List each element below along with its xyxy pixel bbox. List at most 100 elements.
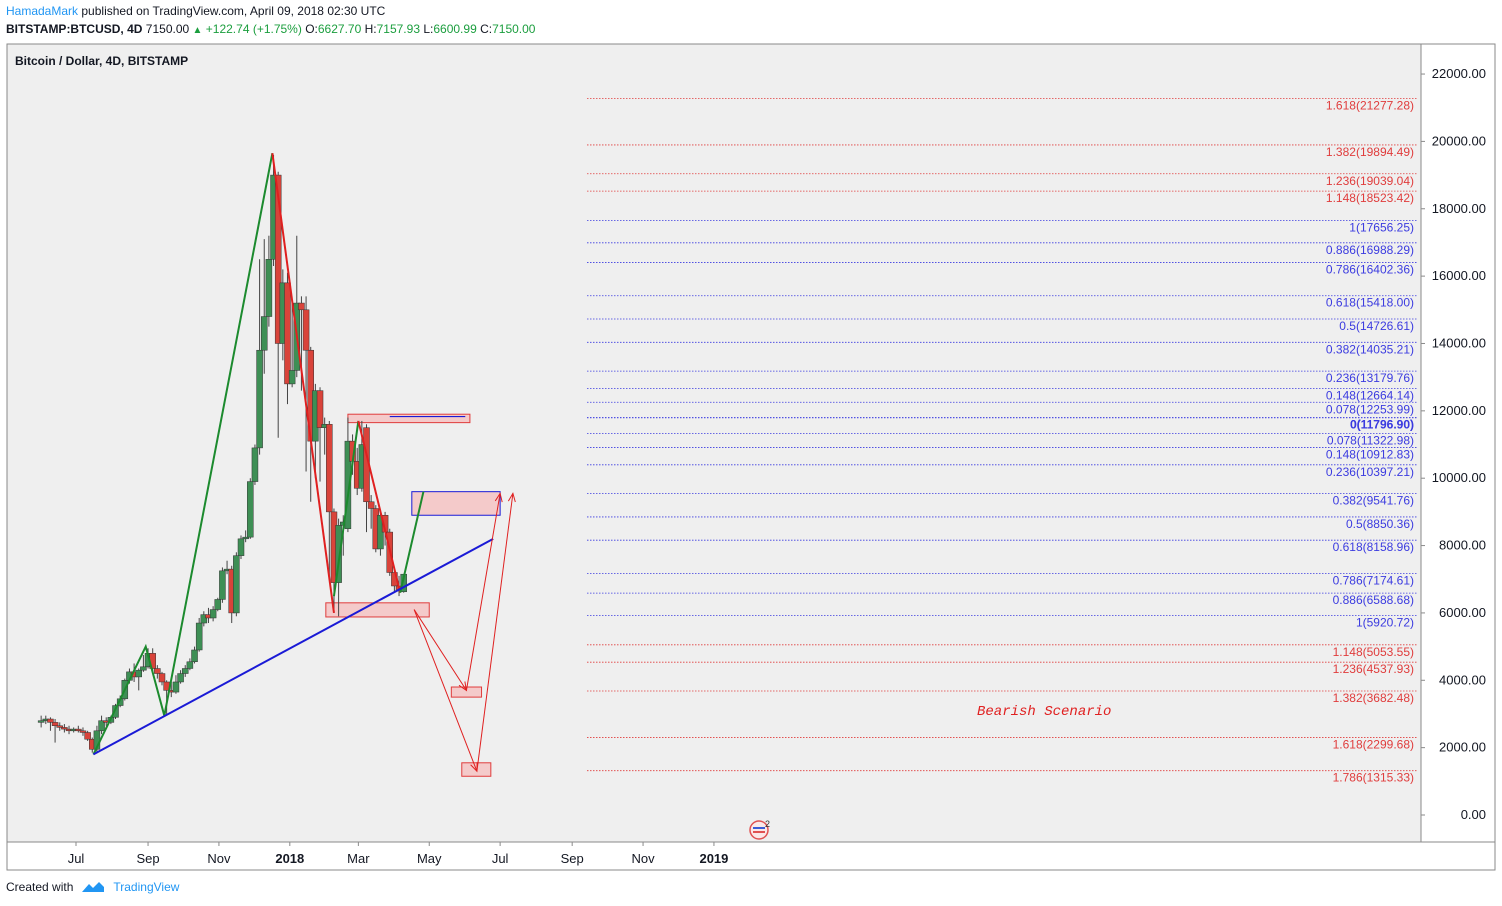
y-tick-label: 4000.00 (1439, 672, 1486, 687)
candle-down[interactable] (274, 174, 282, 344)
fib-level-label: 0.786(16402.36) (1326, 263, 1414, 277)
flag-icon[interactable] (749, 820, 769, 840)
y-tick-label: 16000.00 (1432, 268, 1486, 283)
candle-up[interactable] (191, 649, 198, 663)
x-axis-panel[interactable] (6, 841, 1496, 871)
candle-down[interactable] (61, 727, 68, 730)
x-tick-label: Sep (136, 851, 159, 866)
candle-up[interactable] (214, 599, 222, 610)
fib-level-label: 1.618(2299.68) (1333, 738, 1414, 752)
candle-down[interactable] (51, 722, 59, 726)
candle-up[interactable] (233, 555, 240, 614)
candle-up[interactable] (177, 673, 184, 683)
open-label: O: (305, 22, 318, 36)
fib-level-label: 0.5(14726.61) (1339, 319, 1414, 333)
candle-up[interactable] (98, 720, 105, 732)
tradingview-link[interactable]: TradingView (113, 880, 180, 894)
event-badge[interactable]: 2 (749, 819, 770, 840)
candle-up[interactable] (186, 661, 194, 669)
candle-down[interactable] (302, 309, 310, 351)
candle-up[interactable] (237, 538, 245, 556)
y-tick-label: 12000.00 (1432, 403, 1486, 418)
candle-down[interactable] (79, 730, 87, 733)
up-triangle-icon: ▲ (192, 25, 203, 36)
candle-down[interactable] (326, 424, 333, 513)
x-tick-label: Sep (561, 851, 584, 866)
candle-up[interactable] (135, 669, 142, 678)
candle-up[interactable] (209, 609, 217, 619)
y-tick-label: 14000.00 (1432, 335, 1486, 350)
candle-up[interactable] (172, 681, 180, 693)
y-axis-panel[interactable] (1420, 43, 1496, 843)
arrow-head (494, 492, 503, 503)
publish-header: HamadaMark published on TradingView.com,… (6, 4, 385, 18)
candle-up[interactable] (195, 622, 203, 651)
fib-level-label: 0(11796.90) (1350, 418, 1414, 432)
candle-up[interactable] (288, 370, 296, 385)
low-label: L: (423, 22, 434, 36)
candle-up[interactable] (251, 447, 259, 482)
y-tick-label: 22000.00 (1432, 66, 1486, 81)
arrow-head (507, 492, 516, 503)
candle-up[interactable] (37, 720, 45, 723)
candle-down[interactable] (75, 728, 82, 732)
candle-up[interactable] (181, 668, 189, 674)
ohlc-header: BITSTAMP:BTCUSD, 4D 7150.00 ▲ +122.74 (+… (6, 22, 535, 36)
y-tick-label: 18000.00 (1432, 201, 1486, 216)
fib-level-label: 0.886(16988.29) (1326, 243, 1414, 257)
fib-level-label: 1.148(18523.42) (1326, 191, 1414, 205)
fib-level-label: 1.236(4537.93) (1333, 662, 1414, 676)
candle-up[interactable] (260, 316, 268, 351)
candle-down[interactable] (316, 390, 324, 428)
candle-up[interactable] (265, 259, 273, 317)
candle-down[interactable] (367, 501, 375, 509)
fib-level-label: 0(11796.90) (1350, 418, 1414, 432)
close-label: C: (480, 22, 493, 36)
candle-up[interactable] (256, 349, 263, 449)
candle-down[interactable] (284, 282, 291, 385)
fib-level-label: 0.5(8850.36) (1346, 517, 1414, 531)
candle-up[interactable] (219, 570, 226, 600)
y-tick-label: 2000.00 (1439, 740, 1486, 755)
candle-down[interactable] (84, 732, 91, 740)
candle-down[interactable] (47, 718, 54, 723)
x-tick-label: Nov (207, 851, 231, 866)
tradingview-logo-icon[interactable] (81, 880, 105, 894)
candle-up[interactable] (112, 705, 119, 718)
high-value: 7157.93 (376, 22, 420, 36)
candle-down[interactable] (154, 668, 161, 674)
candle-up[interactable] (200, 614, 208, 624)
low-value: 6600.99 (433, 22, 477, 36)
fib-level-label: 0.078(11322.98) (1327, 434, 1414, 448)
candle-up[interactable] (344, 440, 352, 529)
fib-level-label: 1.618(21277.28) (1326, 98, 1414, 112)
candle-down[interactable] (56, 725, 63, 728)
candle-down[interactable] (298, 302, 305, 311)
candle-up[interactable] (335, 525, 342, 583)
x-tick-label: Nov (631, 851, 655, 866)
x-tick-label: Jul (492, 851, 509, 866)
y-tick-label: 20000.00 (1432, 133, 1486, 148)
fib-level-label: 0.236(13179.76) (1326, 371, 1414, 385)
projection-up-line (399, 491, 425, 593)
fib-level-label: 0.382(14035.21) (1326, 342, 1414, 356)
open-value: 6627.70 (317, 22, 362, 36)
candle-up[interactable] (247, 481, 254, 538)
x-tick-label: 2018 (275, 851, 304, 866)
event-count: 2 (765, 819, 770, 829)
flag-stripe (753, 831, 765, 833)
fib-level-label: 0.148(12664.14) (1326, 388, 1414, 402)
candle-down[interactable] (158, 673, 166, 683)
author-link[interactable]: HamadaMark (6, 4, 79, 18)
plot-area[interactable] (6, 43, 1422, 843)
zigzag-up-wave-2 (332, 420, 360, 597)
fib-level-label: 0.618(15418.00) (1326, 296, 1414, 310)
zigzag-down-wave (271, 153, 335, 614)
scenario-arrow (465, 493, 501, 691)
candle-up[interactable] (140, 666, 147, 671)
candle-up[interactable] (242, 536, 249, 540)
y-tick-label: 10000.00 (1432, 470, 1486, 485)
published-text: published on TradingView.com, April 09, … (81, 4, 386, 18)
y-tick-label: 6000.00 (1439, 605, 1486, 620)
